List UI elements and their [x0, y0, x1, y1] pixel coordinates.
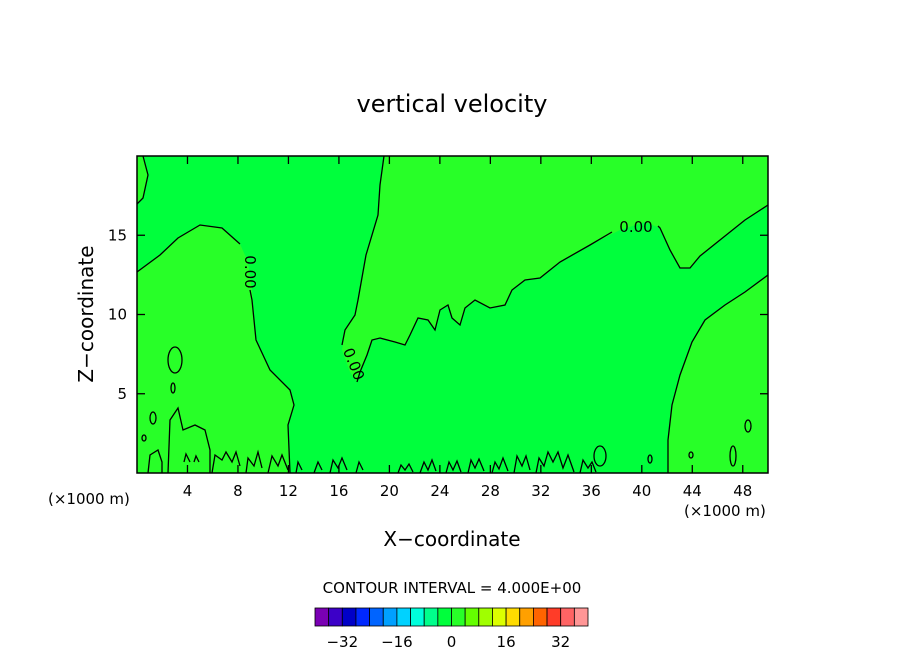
color-legend-swatch: [464, 607, 480, 627]
x-units-left: (×1000 m): [48, 490, 130, 508]
x-tick-label: 12: [279, 482, 298, 500]
x-tick-label: 32: [531, 482, 550, 500]
color-legend-swatch: [573, 607, 589, 627]
contour-noise: [513, 450, 597, 474]
x-tick-label: 44: [683, 482, 702, 500]
x-axis-label: X−coordinate: [383, 527, 520, 551]
contour-noise: [397, 456, 509, 474]
x-tick-label: 4: [183, 482, 193, 500]
region-positive-corner: [137, 156, 148, 204]
contour-noise: [183, 452, 200, 463]
contour-line: [136, 224, 295, 474]
contour-noise: [211, 449, 289, 474]
x-axis: 4 8 12 16 20 24 28 32 36 40 44 48: [183, 156, 752, 500]
contour-line: [341, 155, 769, 383]
x-tick-label: 24: [430, 482, 449, 500]
color-legend-label: 16: [497, 633, 516, 651]
contour-label: 0.00: [241, 255, 259, 288]
contour-cell: [647, 454, 653, 464]
x-tick-label: 28: [481, 482, 500, 500]
contour-line: [136, 155, 149, 205]
contour-noise: [295, 456, 364, 474]
color-legend-swatch: [478, 607, 493, 627]
x-tick-label: 16: [329, 482, 348, 500]
color-legend-swatch: [560, 607, 575, 627]
color-legend-swatch: [492, 607, 507, 627]
color-legend-swatch: [533, 607, 548, 627]
y-tick-label: 5: [117, 385, 127, 403]
contour-cell: [149, 411, 157, 425]
color-legend-swatch: [410, 607, 425, 627]
color-legend-swatch: [396, 607, 411, 627]
y-tick-label: 15: [108, 226, 127, 244]
y-tick-label: 10: [108, 306, 127, 324]
contour-cell: [141, 434, 147, 442]
color-legend-swatch: [328, 607, 343, 627]
color-legend-swatch: [341, 607, 357, 627]
contour-line: [667, 274, 769, 473]
y-axis-label: Z−coordinate: [74, 245, 98, 382]
contour-cell: [688, 451, 694, 459]
color-legend-swatch: [546, 607, 562, 627]
color-legend-swatch: [369, 607, 384, 627]
color-legend-label: −32: [326, 633, 358, 651]
contour-interval-text: CONTOUR INTERVAL = 4.000E+00: [323, 579, 582, 597]
color-legend-labels: −32 −16 0 16 32: [326, 633, 570, 651]
color-legend-swatch: [519, 607, 534, 627]
color-legend-swatch: [505, 607, 521, 627]
x-tick-label: 36: [582, 482, 601, 500]
color-legend: [314, 607, 589, 627]
x-tick-label: 8: [233, 482, 243, 500]
x-tick-label: 40: [632, 482, 651, 500]
color-legend-swatch: [437, 607, 452, 627]
contour-cell: [167, 346, 183, 374]
color-legend-label: −16: [381, 633, 413, 651]
contour-label: 0.00: [619, 218, 652, 236]
color-legend-swatch: [423, 607, 439, 627]
y-axis: 5 10 15: [108, 226, 768, 403]
chart-title: vertical velocity: [357, 90, 548, 118]
contour-lines: [136, 155, 769, 474]
color-legend-swatch: [451, 607, 466, 627]
color-legend-swatch: [314, 607, 330, 627]
x-tick-label: 20: [380, 482, 399, 500]
region-positive-right: [668, 275, 768, 473]
color-legend-swatch: [382, 607, 398, 627]
contour-cell: [170, 382, 176, 394]
color-legend-swatch: [355, 607, 371, 627]
contour-cell: [593, 445, 607, 467]
contour-noise: [167, 406, 211, 474]
color-legend-label: 0: [447, 633, 457, 651]
contour-cell: [729, 445, 737, 467]
contour-cell: [744, 419, 752, 433]
region-positive-center: [342, 156, 768, 382]
x-tick-label: 48: [733, 482, 752, 500]
x-units-right: (×1000 m): [684, 502, 766, 520]
color-legend-label: 32: [551, 633, 570, 651]
contour-noise: [147, 449, 163, 474]
